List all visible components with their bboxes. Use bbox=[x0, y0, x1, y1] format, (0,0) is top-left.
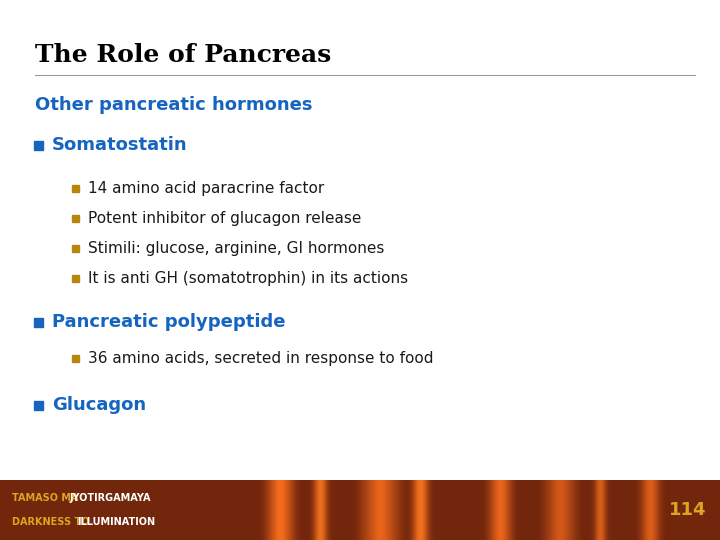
Text: ILLUMINATION: ILLUMINATION bbox=[77, 517, 155, 527]
Text: DARKNESS TO: DARKNESS TO bbox=[12, 517, 93, 527]
Bar bbox=[71, 185, 78, 192]
Bar bbox=[71, 354, 78, 361]
Text: Stimili: glucose, arginine, GI hormones: Stimili: glucose, arginine, GI hormones bbox=[88, 240, 384, 255]
Text: TAMASO MA: TAMASO MA bbox=[12, 493, 82, 503]
Bar bbox=[71, 274, 78, 281]
Text: 114: 114 bbox=[668, 501, 706, 519]
Text: It is anti GH (somatotrophin) in its actions: It is anti GH (somatotrophin) in its act… bbox=[88, 271, 408, 286]
Text: Somatostatin: Somatostatin bbox=[52, 136, 188, 154]
Text: 14 amino acid paracrine factor: 14 amino acid paracrine factor bbox=[88, 180, 324, 195]
Text: 36 amino acids, secreted in response to food: 36 amino acids, secreted in response to … bbox=[88, 350, 433, 366]
Text: Glucagon: Glucagon bbox=[52, 396, 146, 414]
Bar bbox=[34, 401, 42, 409]
Text: Pancreatic polypeptide: Pancreatic polypeptide bbox=[52, 313, 286, 331]
Bar bbox=[34, 318, 42, 327]
Bar bbox=[0, 480, 720, 540]
Text: Potent inhibitor of glucagon release: Potent inhibitor of glucagon release bbox=[88, 211, 361, 226]
Text: Other pancreatic hormones: Other pancreatic hormones bbox=[35, 96, 312, 114]
Bar bbox=[34, 140, 42, 150]
Text: JYOTIRGAMAYA: JYOTIRGAMAYA bbox=[70, 493, 151, 503]
Text: The Role of Pancreas: The Role of Pancreas bbox=[35, 43, 331, 67]
Bar bbox=[71, 214, 78, 221]
Bar bbox=[71, 245, 78, 252]
